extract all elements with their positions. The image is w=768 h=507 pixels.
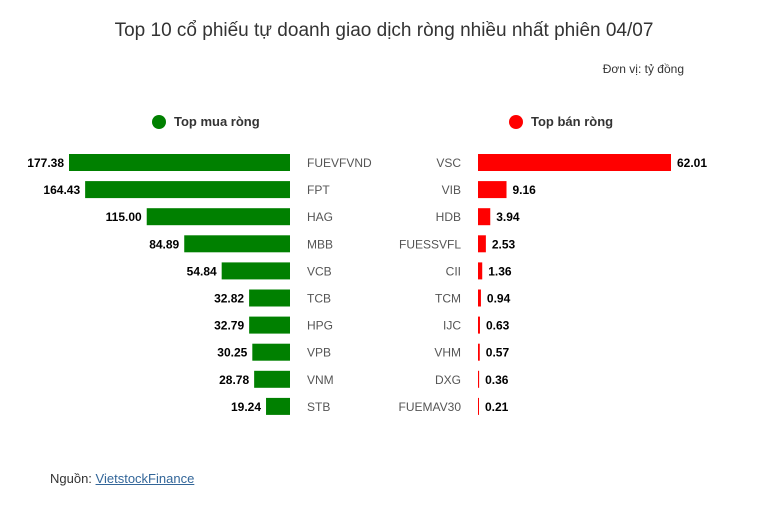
legend-sell: Top bán ròng <box>509 114 613 129</box>
sell-category-label: HDB <box>436 210 461 224</box>
unit-label: Đơn vị: tỷ đồng <box>602 62 684 76</box>
buy-category-label: VPB <box>307 346 331 360</box>
buy-value-label: 32.82 <box>214 292 244 306</box>
legend-buy-label: Top mua ròng <box>174 114 260 129</box>
buy-category-label: FUEVFVND <box>307 156 372 170</box>
buy-category-label: HPG <box>307 319 333 333</box>
sell-category-label: CII <box>446 264 461 278</box>
buy-category-label: TCB <box>307 292 331 306</box>
sell-bar <box>478 316 480 334</box>
buy-value-label: 54.84 <box>187 264 217 278</box>
sell-value-label: 2.53 <box>492 237 516 251</box>
sell-bar <box>478 235 486 253</box>
sell-bar <box>478 397 479 415</box>
chart-title: Top 10 cổ phiếu tự doanh giao dịch ròng … <box>114 20 654 41</box>
buy-bar <box>249 316 290 334</box>
buy-category-label: VNM <box>307 373 334 387</box>
legend-buy: Top mua ròng <box>152 114 260 129</box>
sell-category-label: VHM <box>434 346 461 360</box>
sell-value-label: 3.94 <box>496 210 520 224</box>
buy-value-label: 19.24 <box>231 400 261 414</box>
sell-value-label: 0.36 <box>485 373 509 387</box>
sell-bar <box>478 181 507 199</box>
buy-category-label: VCB <box>307 264 332 278</box>
buy-category-label: FPT <box>307 183 330 197</box>
buy-bar <box>266 397 290 415</box>
sell-category-label: FUESSVFL <box>399 237 461 251</box>
sell-bar <box>478 208 491 226</box>
buy-bar <box>146 208 290 226</box>
sell-bar <box>478 343 480 361</box>
buy-value-label: 177.38 <box>27 156 64 170</box>
sell-bar <box>478 289 481 307</box>
sell-legend-dot <box>509 114 523 129</box>
sell-value-label: 62.01 <box>677 156 707 170</box>
sell-value-label: 9.16 <box>513 183 537 197</box>
source-prefix: Nguồn: <box>50 471 96 486</box>
source-line: Nguồn: VietstockFinance <box>50 471 194 486</box>
sell-bar <box>478 154 671 171</box>
buy-bar <box>254 370 290 388</box>
sell-bar <box>478 370 480 388</box>
buy-bar <box>85 181 290 199</box>
sell-category-label: VSC <box>436 156 461 170</box>
sell-category-label: IJC <box>443 319 461 333</box>
buy-value-label: 28.78 <box>219 373 249 387</box>
sell-value-label: 1.36 <box>488 264 512 278</box>
sell-category-label: DXG <box>435 373 461 387</box>
buy-bar <box>221 262 290 280</box>
buy-value-label: 115.00 <box>106 210 142 224</box>
buy-bar <box>184 235 290 253</box>
source-link[interactable]: VietstockFinance <box>95 471 195 486</box>
sell-value-label: 0.94 <box>487 292 511 306</box>
buy-value-label: 32.79 <box>214 319 244 333</box>
buy-bar <box>252 343 290 361</box>
buy-category-label: MBB <box>307 237 333 251</box>
sell-bar <box>478 262 483 280</box>
buy-category-label: HAG <box>307 210 333 224</box>
buy-category-label: STB <box>307 400 330 414</box>
legend-sell-label: Top bán ròng <box>531 114 614 129</box>
buy-bar <box>249 289 290 307</box>
buy-legend-dot <box>152 114 166 129</box>
sell-value-label: 0.63 <box>486 319 510 333</box>
sell-value-label: 0.21 <box>485 400 509 414</box>
buy-value-label: 84.89 <box>149 237 179 251</box>
buy-value-label: 164.43 <box>43 183 80 197</box>
sell-category-label: FUEMAV30 <box>399 400 462 414</box>
buy-bar <box>69 154 290 171</box>
sell-category-label: VIB <box>442 183 461 197</box>
buy-value-label: 30.25 <box>217 346 247 360</box>
sell-value-label: 0.57 <box>486 346 510 360</box>
sell-category-label: TCM <box>435 292 461 306</box>
